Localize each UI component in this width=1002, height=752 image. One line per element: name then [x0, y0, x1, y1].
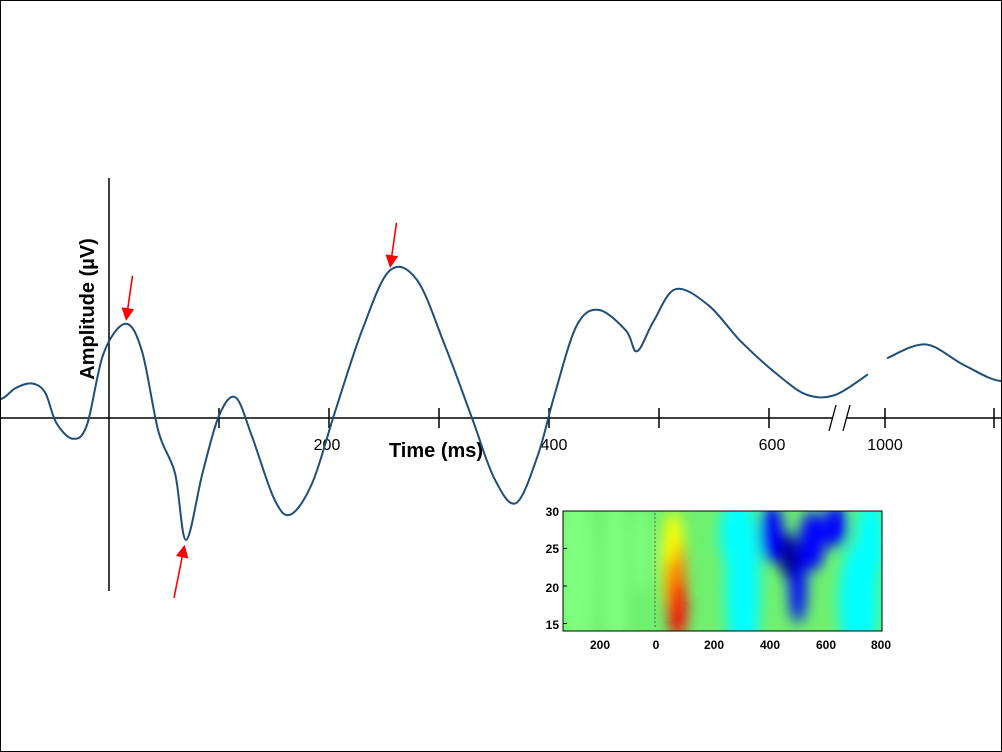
- y-axis-title: Amplitude (µV): [77, 238, 99, 380]
- heatmap-x-tick-label: 400: [760, 638, 780, 652]
- heatmap-x-tick-label: 600: [816, 638, 836, 652]
- heatmap-x-tick-labels: 200 0 200 400 600 800: [590, 638, 891, 652]
- heatmap-cell: [855, 511, 882, 586]
- heatmap-cell: [824, 511, 848, 549]
- x-tick-label: 200: [314, 437, 341, 454]
- peak-arrow: [385, 222, 399, 268]
- heatmap-x-tick-label: 200: [704, 638, 724, 652]
- heatmap-cell: [760, 511, 784, 564]
- heatmap-cell: [779, 533, 800, 579]
- x-tick-label: 1000: [867, 437, 903, 454]
- heatmap-y-tick-labels: 30 25 20 15: [546, 505, 560, 632]
- erp-series-line-after-break: [886, 343, 1001, 383]
- x-tick-label: 600: [759, 437, 786, 454]
- heatmap-cell: [799, 511, 826, 571]
- heatmap-y-tick-label: 25: [546, 542, 560, 556]
- heatmap-cell: [632, 511, 650, 594]
- heatmap-x-tick-label: 800: [871, 638, 891, 652]
- heatmap-cell: [603, 511, 627, 631]
- heatmap-cell: [563, 511, 595, 631]
- heatmap-x-tick-label: 0: [653, 638, 660, 652]
- heatmap-cell: [668, 578, 687, 631]
- peak-arrow: [173, 544, 189, 599]
- peak-arrows: [121, 222, 399, 599]
- time-frequency-inset: 200 0 200 400 600 800 30 25 20 15: [546, 505, 892, 652]
- heatmap-cell: [719, 511, 755, 571]
- x-tick-labels: 200 400 600 1000: [314, 437, 903, 454]
- x-axis-title: Time (ms): [389, 440, 483, 462]
- erp-series-line: [1, 265, 869, 541]
- heatmap-y-tick-label: 30: [546, 505, 560, 519]
- heatmap-y-tick-label: 20: [546, 581, 560, 595]
- heatmap-cell: [664, 518, 677, 564]
- heatmap-x-tick-label: 200: [590, 638, 610, 652]
- heatmap-y-tick-label: 15: [546, 618, 560, 632]
- axis-break-icon: [828, 401, 851, 435]
- x-tick-label: 400: [541, 437, 568, 454]
- heatmap-border: [562, 510, 883, 632]
- peak-arrow: [121, 275, 135, 321]
